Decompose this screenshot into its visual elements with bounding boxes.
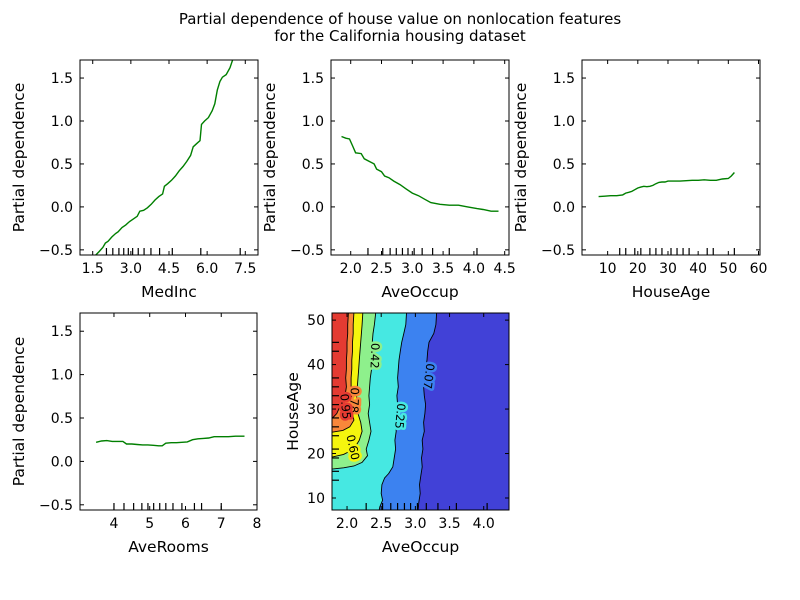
subplot-houseage: 10 20 30 40 50 60 −0.5 0.0 0.5 1.0 1.5 HouseAge Part… — [512, 59, 768, 301]
x-tick-label: 60 — [750, 261, 768, 277]
y-tick-label: 0.5 — [553, 157, 575, 173]
y-axis-label: Partial dependence — [512, 83, 530, 232]
x-tick-label: 3.5 — [432, 261, 454, 277]
x-tick-label: 4 — [110, 516, 119, 532]
contour-line — [332, 313, 349, 419]
axes-frame — [331, 312, 510, 511]
x-tick-label: 2.0 — [340, 261, 362, 277]
partial-dependence-line — [95, 60, 234, 255]
y-tick-label: 1.0 — [51, 114, 73, 130]
y-tick-label: 40 — [307, 358, 325, 374]
x-tick-label: 3.0 — [404, 516, 426, 532]
partial-dependence-line — [598, 172, 735, 198]
y-axis-label: HouseAge — [284, 372, 302, 451]
y-tick-label: 1.5 — [51, 71, 73, 87]
contour-bands: 0.070.250.420.600.780.95 — [332, 313, 509, 510]
x-tick-label: 4.0 — [473, 516, 495, 532]
x-axis-label: AveOccup — [381, 283, 458, 301]
x-tick-label: 50 — [719, 261, 737, 277]
contour-level-label: 0.78 — [347, 387, 362, 413]
axes-frame — [330, 59, 510, 256]
axes-frame — [79, 312, 258, 511]
subplot-aveoccup: 2.0 2.5 3.0 3.5 4.0 4.5 −0.5 0.0 0.5 1.0 1.5 AveOcc… — [261, 59, 516, 301]
y-tick-label: 1.5 — [51, 324, 73, 340]
contour-line — [332, 313, 377, 470]
y-tick-label: 1.5 — [553, 71, 575, 87]
y-tick-label: 1.5 — [302, 71, 324, 87]
axes-frame — [581, 59, 761, 256]
axes-frame — [79, 59, 259, 256]
contour-line — [417, 313, 438, 510]
x-tick-label: 40 — [689, 261, 707, 277]
axes-medinc: 1.5 3.0 4.5 6.0 7.5 −0.5 0.0 0.5 1.0 1.5 MedInc Par… — [10, 59, 259, 301]
y-tick-label: 0.5 — [302, 157, 324, 173]
x-tick-label: 7.5 — [234, 261, 256, 277]
y-axis-label: Partial dependence — [10, 83, 28, 232]
x-tick-label: 2.5 — [370, 516, 392, 532]
x-tick-label: 5 — [145, 516, 154, 532]
x-tick-label: 4.0 — [463, 261, 485, 277]
y-tick-label: 0.0 — [302, 200, 324, 216]
contour-level-label: 0.07 — [420, 363, 437, 390]
contour-level-label: 0.25 — [392, 403, 408, 430]
x-tick-label: 4.5 — [158, 261, 180, 277]
axes-averooms: 4 5 6 7 8 −0.5 0.0 0.5 1.0 1.5 AveRooms Partial dep… — [10, 312, 262, 556]
x-tick-label: 2.5 — [370, 261, 392, 277]
y-tick-label: 0.0 — [51, 454, 73, 470]
y-tick-label: 10 — [307, 491, 325, 507]
x-tick-label: 6 — [181, 516, 190, 532]
y-tick-label: 1.0 — [553, 114, 575, 130]
subplot-averooms: 4 5 6 7 8 −0.5 0.0 0.5 1.0 1.5 AveRooms Partial dep… — [10, 312, 262, 556]
x-tick-label: 1.5 — [82, 261, 104, 277]
x-tick-label: 8 — [253, 516, 262, 532]
x-tick-label: 7 — [217, 516, 226, 532]
x-tick-label: 2.0 — [336, 516, 358, 532]
x-axis-label: MedInc — [141, 283, 197, 301]
y-tick-label: 20 — [307, 447, 325, 463]
axes-aveoccup: 2.0 2.5 3.0 3.5 4.0 4.5 −0.5 0.0 0.5 1.0 1.5 AveOcc… — [261, 59, 516, 301]
x-tick-label: 30 — [659, 261, 677, 277]
figure-title-line1: Partial dependence of house value on non… — [178, 10, 622, 28]
x-tick-label: 6.0 — [196, 261, 218, 277]
x-axis-label: AveOccup — [382, 538, 459, 556]
contour-line — [332, 313, 364, 458]
x-axis-label: HouseAge — [632, 283, 711, 301]
partial-dependence-line — [95, 435, 245, 447]
y-tick-label: 0.5 — [51, 157, 73, 173]
y-tick-label: 0.0 — [51, 200, 73, 216]
contour-level-label: 0.95 — [337, 393, 354, 420]
y-tick-label: 1.0 — [51, 368, 73, 384]
y-tick-label: 30 — [307, 402, 325, 418]
x-tick-label: 3.0 — [401, 261, 423, 277]
figure-title: Partial dependence of house value on non… — [0, 11, 800, 45]
contour-band — [332, 313, 349, 418]
x-tick-label: 20 — [629, 261, 647, 277]
y-tick-label: 0.5 — [51, 411, 73, 427]
x-tick-label: 3.5 — [438, 516, 460, 532]
contour-line — [378, 313, 407, 510]
y-axis-label: Partial dependence — [10, 337, 28, 486]
y-tick-label: −0.5 — [39, 498, 73, 514]
figure-title-line2: for the California housing dataset — [274, 27, 526, 45]
y-tick-label: 50 — [307, 313, 325, 329]
y-tick-label: −0.5 — [39, 243, 73, 259]
y-axis-label: Partial dependence — [261, 83, 279, 232]
y-tick-label: −0.5 — [290, 243, 324, 259]
x-axis-label: AveRooms — [128, 538, 209, 556]
y-tick-label: −0.5 — [541, 243, 575, 259]
y-tick-label: 0.0 — [553, 200, 575, 216]
y-tick-label: 1.0 — [302, 114, 324, 130]
subplot-medinc: 1.5 3.0 4.5 6.0 7.5 −0.5 0.0 0.5 1.0 1.5 MedInc Par… — [10, 59, 259, 301]
subplot-contour-aveoccup-houseage: 0.070.250.420.600.780.952.0 2.5 3.0 3.5 4.01… — [284, 312, 510, 556]
contour-line — [332, 313, 355, 433]
contour-level-label: 0.42 — [368, 343, 383, 369]
x-tick-label: 3.0 — [120, 261, 142, 277]
partial-dependence-line — [341, 135, 499, 212]
axes-aveoccup: 0.070.250.420.600.780.952.0 2.5 3.0 3.5 4.01… — [284, 312, 510, 556]
axes-houseage: 10 20 30 40 50 60 −0.5 0.0 0.5 1.0 1.5 HouseAge Part… — [512, 59, 768, 301]
x-tick-label: 4.5 — [494, 261, 516, 277]
x-tick-label: 10 — [599, 261, 617, 277]
